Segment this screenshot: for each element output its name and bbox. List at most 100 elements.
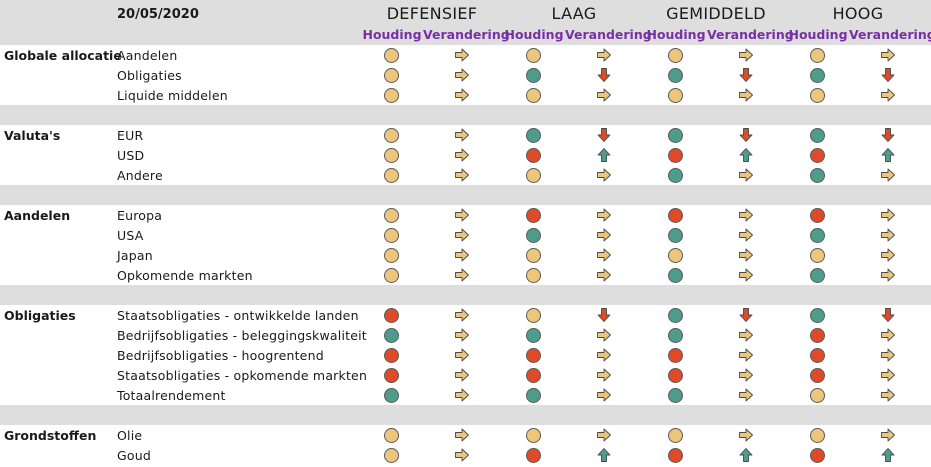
arrow-right-icon [597,368,611,382]
neutral-dot [667,428,683,443]
positive-dot [809,128,825,143]
section-divider [0,185,931,205]
positive-dot [383,328,399,343]
neutral-dot [383,88,399,103]
table-row: Goud [0,445,931,465]
negative-dot [667,448,683,463]
positive-dot [667,388,683,403]
negative-dot [383,368,399,383]
arrow-right-icon [455,328,469,342]
section-title: Obligaties [4,308,76,323]
positive-dot [667,308,683,323]
table-row: Liquide middelen [0,85,931,105]
arrow-right-icon [739,248,753,262]
table-row: Obligaties [0,65,931,85]
positive-dot [383,388,399,403]
arrow-right-icon [881,368,895,382]
arrow-down-icon [597,68,611,82]
neutral-dot [383,128,399,143]
positive-dot [667,268,683,283]
arrow-right-icon [455,368,469,382]
negative-dot [383,348,399,363]
negative-dot [809,208,825,223]
table-row: USD [0,145,931,165]
neutral-dot [383,248,399,263]
subheader-verandering: Verandering [849,27,931,42]
row-label: EUR [117,128,144,143]
subheader-houding: Houding [788,27,848,42]
table-row: Obligaties Staatsobligaties - ontwikkelde… [0,305,931,325]
negative-dot [667,208,683,223]
neutral-dot [525,248,541,263]
section-title: Valuta's [4,128,61,143]
row-label: Obligaties [117,68,182,83]
arrow-up-icon [739,448,753,462]
arrow-up-icon [597,148,611,162]
arrow-right-icon [739,268,753,282]
arrow-right-icon [455,48,469,62]
arrow-right-icon [597,228,611,242]
arrow-right-icon [739,228,753,242]
subheader-verandering: Verandering [565,27,652,42]
neutral-dot [383,48,399,63]
row-label: Olie [117,428,143,443]
positive-dot [809,168,825,183]
arrow-up-icon [881,448,895,462]
arrow-right-icon [597,208,611,222]
neutral-dot [525,428,541,443]
arrow-down-icon [739,68,753,82]
positive-dot [667,328,683,343]
positive-dot [525,68,541,83]
arrow-up-icon [597,448,611,462]
arrow-right-icon [597,248,611,262]
row-label: Totaalrendement [117,388,226,403]
arrow-right-icon [455,448,469,462]
row-label: Bedrijfsobligaties - beleggingskwaliteit [117,328,367,343]
neutral-dot [383,268,399,283]
neutral-dot [525,88,541,103]
row-label: Europa [117,208,163,223]
positive-dot [667,68,683,83]
arrow-right-icon [881,328,895,342]
neutral-dot [383,168,399,183]
profile-hoog: HOOG [832,4,884,23]
arrow-down-icon [881,128,895,142]
negative-dot [667,348,683,363]
arrow-up-icon [881,148,895,162]
arrow-down-icon [597,308,611,322]
arrow-right-icon [739,388,753,402]
row-label: Liquide middelen [117,88,228,103]
arrow-right-icon [455,228,469,242]
positive-dot [667,168,683,183]
arrow-right-icon [881,388,895,402]
positive-dot [525,388,541,403]
arrow-right-icon [739,208,753,222]
arrow-right-icon [881,228,895,242]
section-divider [0,405,931,425]
arrow-right-icon [739,348,753,362]
table-row: Andere [0,165,931,185]
positive-dot [809,228,825,243]
arrow-right-icon [881,168,895,182]
arrow-right-icon [881,88,895,102]
arrow-right-icon [739,328,753,342]
neutral-dot [667,88,683,103]
neutral-dot [525,268,541,283]
negative-dot [667,368,683,383]
neutral-dot [809,248,825,263]
arrow-right-icon [455,148,469,162]
arrow-right-icon [739,428,753,442]
neutral-dot [383,68,399,83]
row-label: Aandelen [117,48,178,63]
arrow-up-icon [739,148,753,162]
section-divider [0,105,931,125]
negative-dot [809,348,825,363]
arrow-right-icon [739,168,753,182]
neutral-dot [525,308,541,323]
table-row: Aandelen Europa [0,205,931,225]
arrow-right-icon [455,128,469,142]
table-row: Valuta's EUR [0,125,931,145]
negative-dot [809,148,825,163]
arrow-right-icon [881,248,895,262]
neutral-dot [383,228,399,243]
